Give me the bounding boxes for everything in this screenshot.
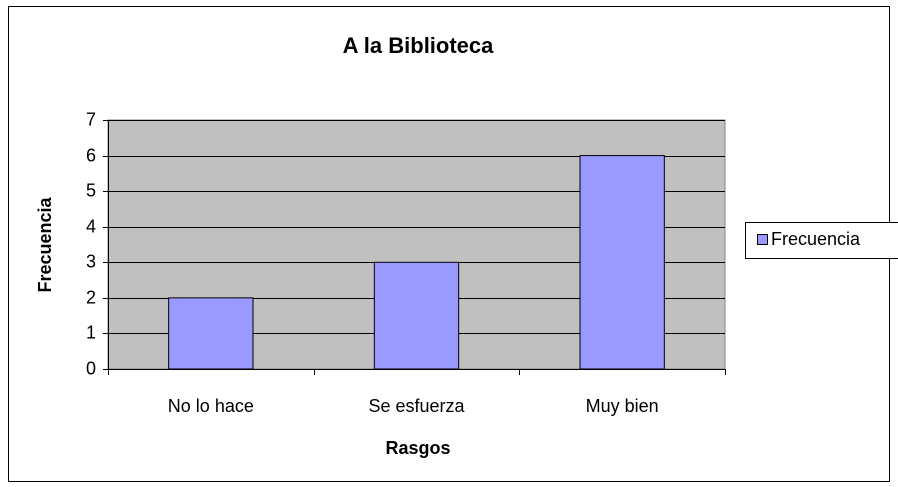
y-tick-label: 7: [86, 109, 96, 129]
bar: [373, 261, 460, 370]
x-axis-title: Rasgos: [385, 438, 450, 458]
x-tick-label: Muy bien: [586, 396, 659, 416]
y-tick-label: 5: [86, 180, 96, 200]
legend: [745, 222, 898, 259]
y-tick-label: 2: [86, 287, 96, 307]
y-tick-label: 1: [86, 322, 96, 342]
bar: [168, 297, 254, 370]
legend-box: [745, 222, 898, 259]
y-tick-label: 4: [86, 216, 96, 236]
chart-title: A la Biblioteca: [343, 33, 495, 58]
x-tick-label: No lo hace: [168, 396, 254, 416]
y-tick-label: 6: [86, 145, 96, 165]
y-tick-label: 3: [86, 251, 96, 271]
bar: [579, 155, 665, 370]
y-tick-label: 0: [86, 358, 96, 378]
legend-swatch: [757, 234, 768, 245]
legend-label: Frecuencia: [771, 229, 861, 249]
y-axis-title: Frecuencia: [35, 196, 55, 292]
x-tick-label: Se esfuerza: [368, 396, 465, 416]
